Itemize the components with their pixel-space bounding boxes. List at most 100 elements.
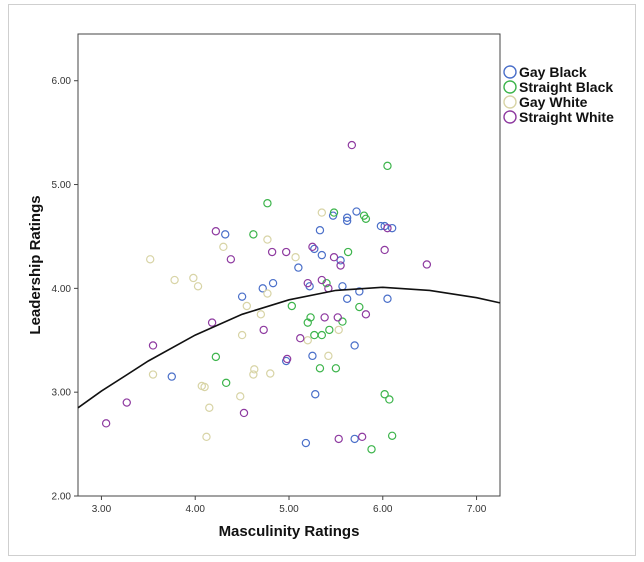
point-gay-white xyxy=(170,275,179,285)
point-gay-white xyxy=(317,208,327,217)
point-straight-white xyxy=(334,434,343,444)
legend-marker-gay-white xyxy=(503,95,517,109)
point-straight-black xyxy=(383,161,392,171)
axis-ticks: 3.00 4.00 5.00 6.00 7.00 2.00 3.00 4.00 5.00 6.00 xyxy=(52,76,487,515)
point-straight-black xyxy=(329,208,339,217)
point-straight-black xyxy=(221,378,231,388)
legend-label-straight-black: Straight Black xyxy=(519,79,613,95)
x-tick-label: 5.00 xyxy=(279,504,299,515)
point-gay-white xyxy=(200,382,209,392)
point-gay-black xyxy=(355,287,364,296)
point-straight-white xyxy=(281,247,291,257)
legend-marker-straight-black xyxy=(503,80,517,94)
point-gay-black xyxy=(336,256,345,265)
point-gay-white xyxy=(291,253,300,262)
legend-label-gay-black: Gay Black xyxy=(519,64,587,80)
point-gay-black xyxy=(317,250,327,260)
point-gay-black xyxy=(350,341,359,350)
x-tick-label: 7.00 xyxy=(467,504,487,515)
point-gay-white xyxy=(256,310,266,319)
point-straight-white xyxy=(226,255,236,264)
data-points xyxy=(101,140,432,454)
point-straight-white xyxy=(207,318,217,327)
plot-area xyxy=(77,33,501,497)
point-gay-black xyxy=(221,230,230,239)
point-straight-black xyxy=(385,395,394,404)
point-straight-black xyxy=(338,317,347,326)
y-axis-title: Leadership Ratings xyxy=(27,195,44,334)
point-straight-black xyxy=(325,325,334,335)
point-straight-black xyxy=(317,330,327,340)
y-tick-label: 5.00 xyxy=(52,180,72,191)
point-straight-white xyxy=(122,398,131,407)
point-straight-white xyxy=(380,245,389,255)
point-gay-black xyxy=(310,244,319,254)
point-gay-white xyxy=(193,282,203,291)
point-straight-white xyxy=(148,341,158,350)
point-gay-black xyxy=(167,372,176,381)
point-straight-black xyxy=(211,352,221,362)
point-gay-white xyxy=(219,242,228,252)
point-straight-black xyxy=(355,302,364,312)
y-tick-label: 2.00 xyxy=(52,492,72,503)
point-straight-black xyxy=(361,214,371,223)
point-straight-white xyxy=(357,432,367,442)
fit-line xyxy=(77,286,501,409)
point-straight-black xyxy=(315,364,325,373)
point-straight-white xyxy=(422,260,432,269)
point-straight-black xyxy=(387,431,397,440)
legend-marker-gay-black xyxy=(503,65,517,79)
point-gay-white xyxy=(324,351,333,361)
point-gay-white xyxy=(242,301,251,311)
y-tick-label: 3.00 xyxy=(52,388,72,399)
point-gay-white xyxy=(236,392,245,401)
point-gay-black xyxy=(342,216,352,226)
point-gay-white xyxy=(266,369,275,378)
y-tick-label: 4.00 xyxy=(52,284,72,295)
point-gay-white xyxy=(205,403,214,412)
point-straight-white xyxy=(282,354,292,364)
point-straight-white xyxy=(211,227,221,236)
point-straight-white xyxy=(320,313,329,322)
point-straight-white xyxy=(361,310,371,319)
point-gay-black xyxy=(315,226,325,235)
point-gay-black xyxy=(258,284,267,293)
point-gay-black xyxy=(294,263,303,272)
point-straight-white xyxy=(296,333,305,343)
point-straight-white xyxy=(347,140,357,150)
point-gay-white xyxy=(148,370,158,379)
point-straight-white xyxy=(308,242,317,252)
point-straight-black xyxy=(331,364,341,373)
point-straight-white xyxy=(259,325,268,335)
point-gay-black xyxy=(350,434,359,444)
point-gay-white xyxy=(303,336,312,345)
point-gay-black xyxy=(268,278,278,288)
point-straight-white xyxy=(383,223,392,233)
x-axis-title: Masculinity Ratings xyxy=(219,523,360,540)
point-gay-black xyxy=(342,213,352,222)
point-gay-white xyxy=(249,370,258,379)
point-straight-white xyxy=(317,275,327,285)
point-straight-white xyxy=(303,278,312,288)
point-gay-white xyxy=(146,255,155,264)
point-straight-white xyxy=(333,313,342,322)
point-straight-black xyxy=(263,199,272,208)
point-straight-white xyxy=(336,261,345,270)
x-tick-label: 6.00 xyxy=(373,504,393,515)
point-straight-black xyxy=(287,301,297,311)
legend-label-straight-white: Straight White xyxy=(519,109,614,125)
x-tick-label: 3.00 xyxy=(92,504,112,515)
point-gay-white xyxy=(334,325,343,335)
point-straight-white xyxy=(101,419,111,428)
point-straight-black xyxy=(380,390,389,399)
point-straight-white xyxy=(239,408,249,418)
point-straight-white xyxy=(267,247,277,257)
point-straight-white xyxy=(329,253,339,262)
point-gay-white xyxy=(189,273,198,283)
y-tick-label: 6.00 xyxy=(52,76,72,87)
x-tick-label: 4.00 xyxy=(185,504,205,515)
point-gay-black xyxy=(383,294,392,303)
legend-marker-straight-white xyxy=(503,110,517,124)
